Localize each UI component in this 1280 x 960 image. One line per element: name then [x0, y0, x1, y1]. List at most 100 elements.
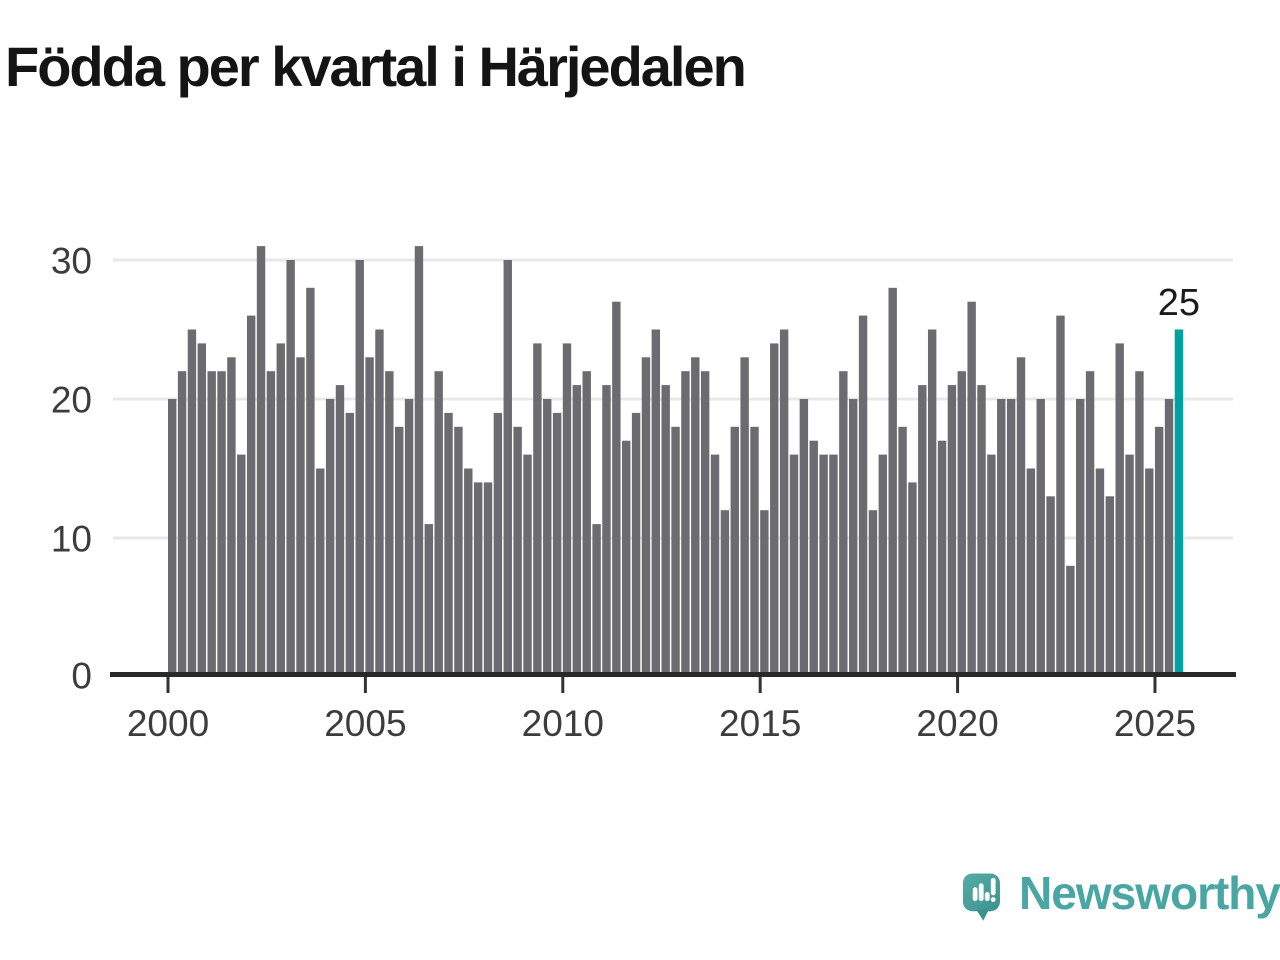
- bar-q89: [1046, 496, 1055, 677]
- bar-q19: [355, 260, 364, 677]
- bar-chart-exclamation-icon: [972, 877, 996, 902]
- bar-q34: [503, 260, 512, 677]
- bar-q83: [987, 454, 996, 677]
- bar-q30: [464, 468, 473, 677]
- bar-q53: [691, 357, 700, 677]
- bar-q86: [1016, 357, 1026, 677]
- bar-q93: [1085, 371, 1095, 677]
- bar-q68: [839, 371, 848, 677]
- bar-q55: [710, 454, 720, 677]
- bar-q36: [523, 454, 532, 677]
- newsworthy-logo-text: Newsworthy: [1019, 867, 1280, 919]
- bar-q39: [552, 412, 562, 677]
- bar-q48: [641, 357, 651, 677]
- bar-q92: [1076, 399, 1085, 677]
- bar-q6: [227, 357, 236, 677]
- bar-q78: [937, 440, 947, 677]
- bar-q67: [829, 454, 838, 677]
- bar-q57: [730, 426, 739, 677]
- x-tick-label-2025: 2025: [1114, 703, 1196, 744]
- bar-q90: [1056, 315, 1065, 677]
- bar-q29: [454, 426, 463, 677]
- chart-title: Födda per kvartal i Härjedalen: [5, 35, 747, 98]
- bar-q64: [799, 399, 809, 677]
- bar-q96: [1115, 343, 1124, 677]
- bar-q12: [286, 260, 295, 677]
- x-tick-label-2010: 2010: [522, 703, 604, 744]
- bar-q2: [187, 329, 197, 677]
- highlight-value-label: 25: [1158, 282, 1200, 324]
- x-tick-label-2020: 2020: [916, 703, 998, 744]
- x-tick-2025: [1153, 677, 1157, 693]
- bar-q51: [671, 426, 680, 677]
- newsworthy-logo-icon: [962, 873, 1000, 921]
- bar-q52: [681, 371, 690, 677]
- bar-q97: [1125, 454, 1134, 677]
- bar-q87: [1026, 468, 1036, 677]
- bar-q95: [1105, 496, 1115, 677]
- x-tick-2000: [166, 677, 170, 693]
- bar-q73: [888, 287, 897, 677]
- y-tick-label-10: 10: [51, 519, 92, 560]
- bar-q60: [760, 510, 769, 677]
- bar-q13: [296, 357, 305, 677]
- gridline-30: [113, 258, 1233, 262]
- bar-q70: [858, 315, 868, 677]
- bar-q76: [918, 385, 927, 677]
- bar-q24: [404, 399, 414, 677]
- bar-q37: [533, 343, 542, 677]
- gridline-20: [113, 397, 1233, 401]
- bar-q91: [1066, 565, 1075, 677]
- bar-q61: [770, 343, 779, 677]
- bar-q5: [217, 371, 226, 677]
- bar-q84: [997, 399, 1006, 677]
- bar-q31: [473, 482, 483, 677]
- bar-q99: [1145, 468, 1154, 677]
- bar-q94: [1095, 468, 1105, 677]
- bar-q8: [246, 315, 256, 677]
- bar-q98: [1135, 371, 1144, 677]
- bar-q56: [720, 510, 730, 677]
- bar-q75: [908, 482, 917, 677]
- bar-q14: [306, 287, 315, 677]
- bar-q18: [345, 412, 355, 677]
- bar-q43: [592, 524, 601, 677]
- bar-q50: [661, 385, 670, 677]
- x-tick-label-2005: 2005: [324, 703, 406, 744]
- y-tick-label-30: 30: [51, 241, 92, 282]
- x-tick-2005: [363, 677, 367, 693]
- bar-q88: [1036, 399, 1045, 677]
- bar-q7: [237, 454, 246, 677]
- bar-q74: [898, 426, 907, 677]
- bar-q79: [947, 385, 957, 677]
- x-tick-2015: [758, 677, 762, 693]
- bar-highlight-latest: [1174, 329, 1184, 677]
- bar-q4: [207, 371, 216, 677]
- bar-q59: [750, 426, 759, 677]
- bar-q71: [868, 510, 878, 677]
- bar-q11: [276, 343, 285, 677]
- bar-q54: [700, 371, 710, 677]
- x-tick-label-2000: 2000: [127, 703, 209, 744]
- bar-q41: [572, 385, 582, 677]
- bar-q22: [385, 371, 394, 677]
- bar-q77: [927, 329, 937, 677]
- bar-q44: [602, 385, 611, 677]
- bar-q16: [325, 399, 335, 677]
- bar-q32: [483, 482, 493, 677]
- bar-q58: [740, 357, 749, 677]
- quarterly-births-bar-chart: 0 10 20 30 2000 2005 2010 2015 2020 2025 25: [51, 241, 1236, 744]
- bar-q21: [375, 329, 384, 677]
- bar-q72: [878, 454, 888, 677]
- bar-q62: [779, 329, 789, 677]
- y-tick-label-0: 0: [71, 656, 92, 697]
- bar-q3: [197, 343, 207, 677]
- bar-q47: [631, 412, 641, 677]
- bar-q38: [543, 399, 552, 677]
- bar-q69: [849, 399, 858, 677]
- bar-q23: [395, 426, 404, 677]
- bar-q49: [651, 329, 661, 677]
- bar-q17: [335, 385, 345, 677]
- bar-q40: [562, 343, 572, 677]
- x-tick-2020: [956, 677, 960, 693]
